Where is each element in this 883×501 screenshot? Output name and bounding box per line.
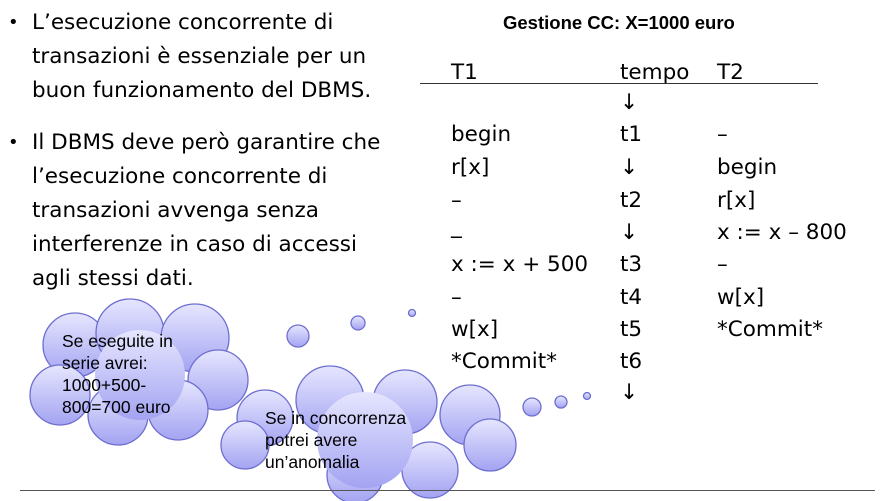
- thought-bubble: [407, 308, 417, 318]
- time-cell: t5: [620, 317, 643, 342]
- t2-cell: x := x – 800: [717, 220, 847, 245]
- thought-bubble: [286, 324, 310, 348]
- t1-cell: _: [451, 214, 462, 239]
- time-cell: t3: [620, 252, 643, 277]
- t2-cell: w[x]: [717, 285, 765, 310]
- t1-cell: r[x]: [451, 155, 490, 180]
- time-cell: ↓: [620, 90, 639, 115]
- time-cell: ↓: [620, 220, 639, 245]
- thought-bubble: [350, 315, 366, 331]
- t1-cell: –: [451, 188, 462, 213]
- slide-title: Gestione CC: X=1000 euro: [503, 12, 735, 33]
- time-cell: t1: [620, 122, 643, 147]
- footer-rule: [20, 490, 875, 491]
- thought-bubble: [554, 395, 568, 409]
- callout-serie-text: Se eseguite in serie avrei: 1000+500-800…: [62, 331, 173, 417]
- header-tempo: tempo: [620, 60, 690, 85]
- cloud-concorrenza: [220, 365, 517, 501]
- time-cell: t2: [620, 188, 643, 213]
- t1-cell: *Commit*: [451, 349, 557, 374]
- header-rule: [420, 83, 818, 84]
- thought-bubble: [582, 391, 592, 401]
- bullet-item: • L’esecuzione concorrente di transazion…: [6, 6, 406, 108]
- bullet-marker: •: [8, 12, 19, 33]
- t2-cell: *Commit*: [717, 317, 823, 342]
- time-cell: t6: [620, 349, 643, 374]
- t1-cell: –: [451, 285, 462, 310]
- bullet-marker: •: [8, 132, 19, 153]
- cloud-serie: [29, 298, 249, 446]
- t1-cell: w[x]: [451, 317, 499, 342]
- t2-cell: –: [717, 252, 728, 277]
- time-cell: ↓: [620, 155, 639, 180]
- bullet-list: • L’esecuzione concorrente di transazion…: [6, 6, 406, 314]
- t2-cell: r[x]: [717, 188, 756, 213]
- t2-cell: –: [717, 122, 728, 147]
- bullet-text: Il DBMS deve però garantire che l’esecuz…: [32, 130, 381, 291]
- t1-cell: x := x + 500: [451, 252, 589, 277]
- bullet-text: L’esecuzione concorrente di transazioni …: [32, 10, 372, 103]
- bullet-item: • Il DBMS deve però garantire che l’esec…: [6, 126, 406, 296]
- thought-bubble: [522, 397, 542, 417]
- time-cell: t4: [620, 285, 643, 310]
- time-cell: ↓: [620, 380, 639, 405]
- header-t2: T2: [717, 60, 744, 85]
- header-t1: T1: [451, 60, 478, 85]
- t2-cell: begin: [717, 155, 778, 180]
- t1-cell: begin: [451, 122, 512, 147]
- callout-concorrenza-text: Se in concorrenza potrei avere un’anomal…: [265, 408, 407, 472]
